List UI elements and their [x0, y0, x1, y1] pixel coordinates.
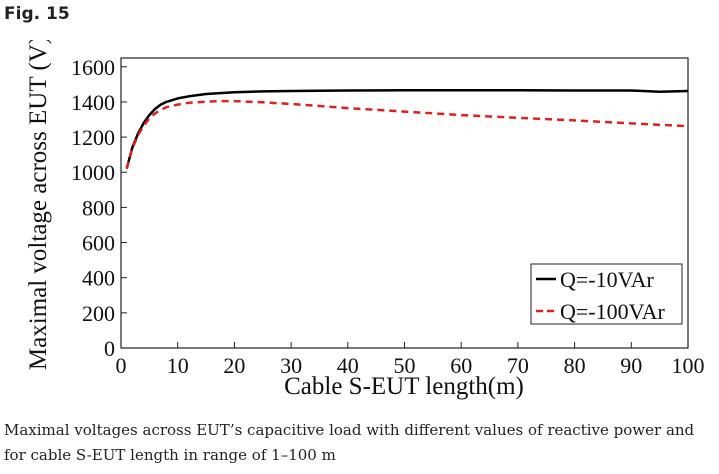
y-tick-label: 200 — [82, 301, 115, 326]
figure-label: Fig. 15 — [4, 4, 70, 24]
y-tick-label: 600 — [82, 231, 115, 256]
axis-ticks: 0 10 20 30 40 50 60 70 80 90 100020040060080010001… — [71, 55, 705, 378]
y-tick-label: 800 — [82, 195, 115, 220]
y-tick-label: 400 — [82, 266, 115, 291]
series-line-q10 — [125, 89, 689, 170]
y-tick-label: 1200 — [71, 125, 115, 150]
x-tick-label: 20 — [223, 353, 245, 378]
legend-label-q100: Q=-100VAr — [560, 299, 666, 324]
y-tick-label: 0 — [104, 336, 115, 361]
series-line-q100 — [125, 99, 689, 170]
y-axis-label: Maximal voltage across EUT (V) — [25, 40, 52, 370]
x-tick-label: 70 — [507, 353, 529, 378]
y-tick-label: 1600 — [71, 55, 115, 80]
x-tick-label: 80 — [564, 353, 586, 378]
figure-caption: Maximal voltages across EUT’s capacitive… — [4, 421, 695, 464]
x-tick-label: 10 — [167, 353, 189, 378]
legend: Q=-10VAr Q=-100VAr — [530, 263, 683, 325]
legend-box — [530, 263, 683, 325]
legend-label-q10: Q=-10VAr — [560, 267, 655, 292]
x-tick-label: 50 — [394, 353, 416, 378]
y-tick-label: 1400 — [71, 90, 115, 115]
x-tick-label: 100 — [672, 353, 705, 378]
x-tick-label: 30 — [280, 353, 302, 378]
line-chart: 0 10 20 30 40 50 60 70 80 90 100020040060080010001… — [25, 40, 705, 400]
y-tick-label: 1000 — [71, 160, 115, 185]
x-tick-label: 0 — [116, 353, 127, 378]
x-tick-label: 40 — [337, 353, 359, 378]
series-layer — [125, 89, 689, 170]
x-tick-label: 60 — [450, 353, 472, 378]
x-axis-label: Cable S-EUT length(m) — [284, 373, 524, 400]
x-tick-label: 90 — [620, 353, 642, 378]
